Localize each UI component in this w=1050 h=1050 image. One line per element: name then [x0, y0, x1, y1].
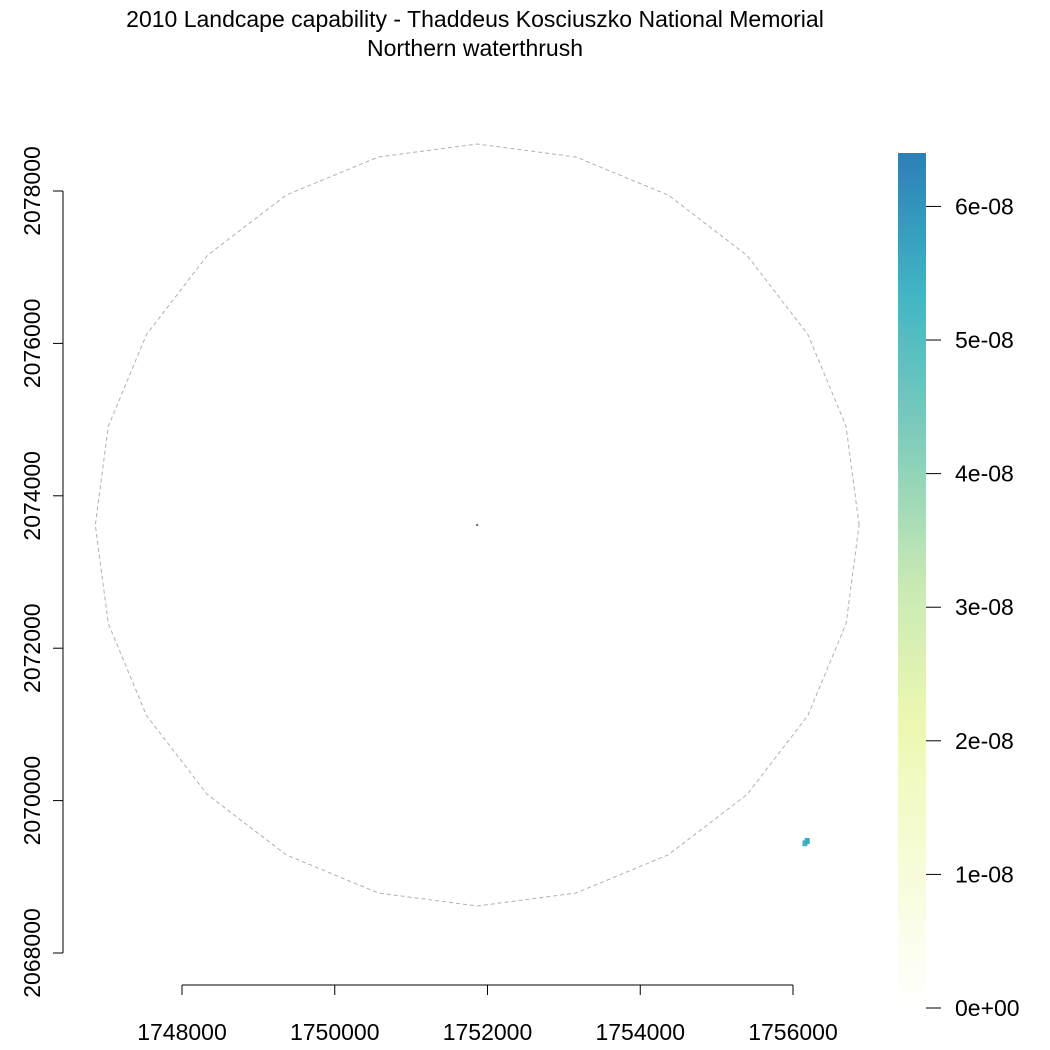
center-point — [476, 523, 479, 526]
legend-tick-label: 2e-08 — [955, 728, 1014, 754]
raster-cell — [804, 837, 810, 844]
park-boundary — [94, 143, 860, 907]
legend-colorbar — [898, 153, 926, 1008]
x-tick-label: 1754000 — [595, 1019, 685, 1045]
legend-tick-label: 3e-08 — [955, 594, 1014, 620]
y-tick-label: 2068000 — [19, 908, 45, 998]
legend-tick-label: 1e-08 — [955, 861, 1014, 887]
legend-tick-label: 6e-08 — [955, 193, 1014, 219]
legend-tick-label: 5e-08 — [955, 327, 1014, 353]
legend-tick-label: 0e+00 — [955, 995, 1020, 1021]
x-tick-label: 1752000 — [443, 1019, 533, 1045]
x-tick-label: 1750000 — [290, 1019, 380, 1045]
legend-tick-label: 4e-08 — [955, 461, 1014, 487]
map-title: 2010 Landcape capability - Thaddeus Kosc… — [126, 6, 824, 32]
x-tick-label: 1756000 — [748, 1019, 838, 1045]
map-subtitle: Northern waterthrush — [366, 35, 584, 61]
y-tick-label: 2074000 — [19, 451, 45, 541]
y-tick-label: 2070000 — [19, 756, 45, 846]
y-tick-label: 2076000 — [19, 299, 45, 389]
y-tick-label: 2072000 — [19, 603, 45, 693]
y-tick-label: 2078000 — [19, 146, 45, 236]
x-tick-label: 1748000 — [137, 1019, 227, 1045]
